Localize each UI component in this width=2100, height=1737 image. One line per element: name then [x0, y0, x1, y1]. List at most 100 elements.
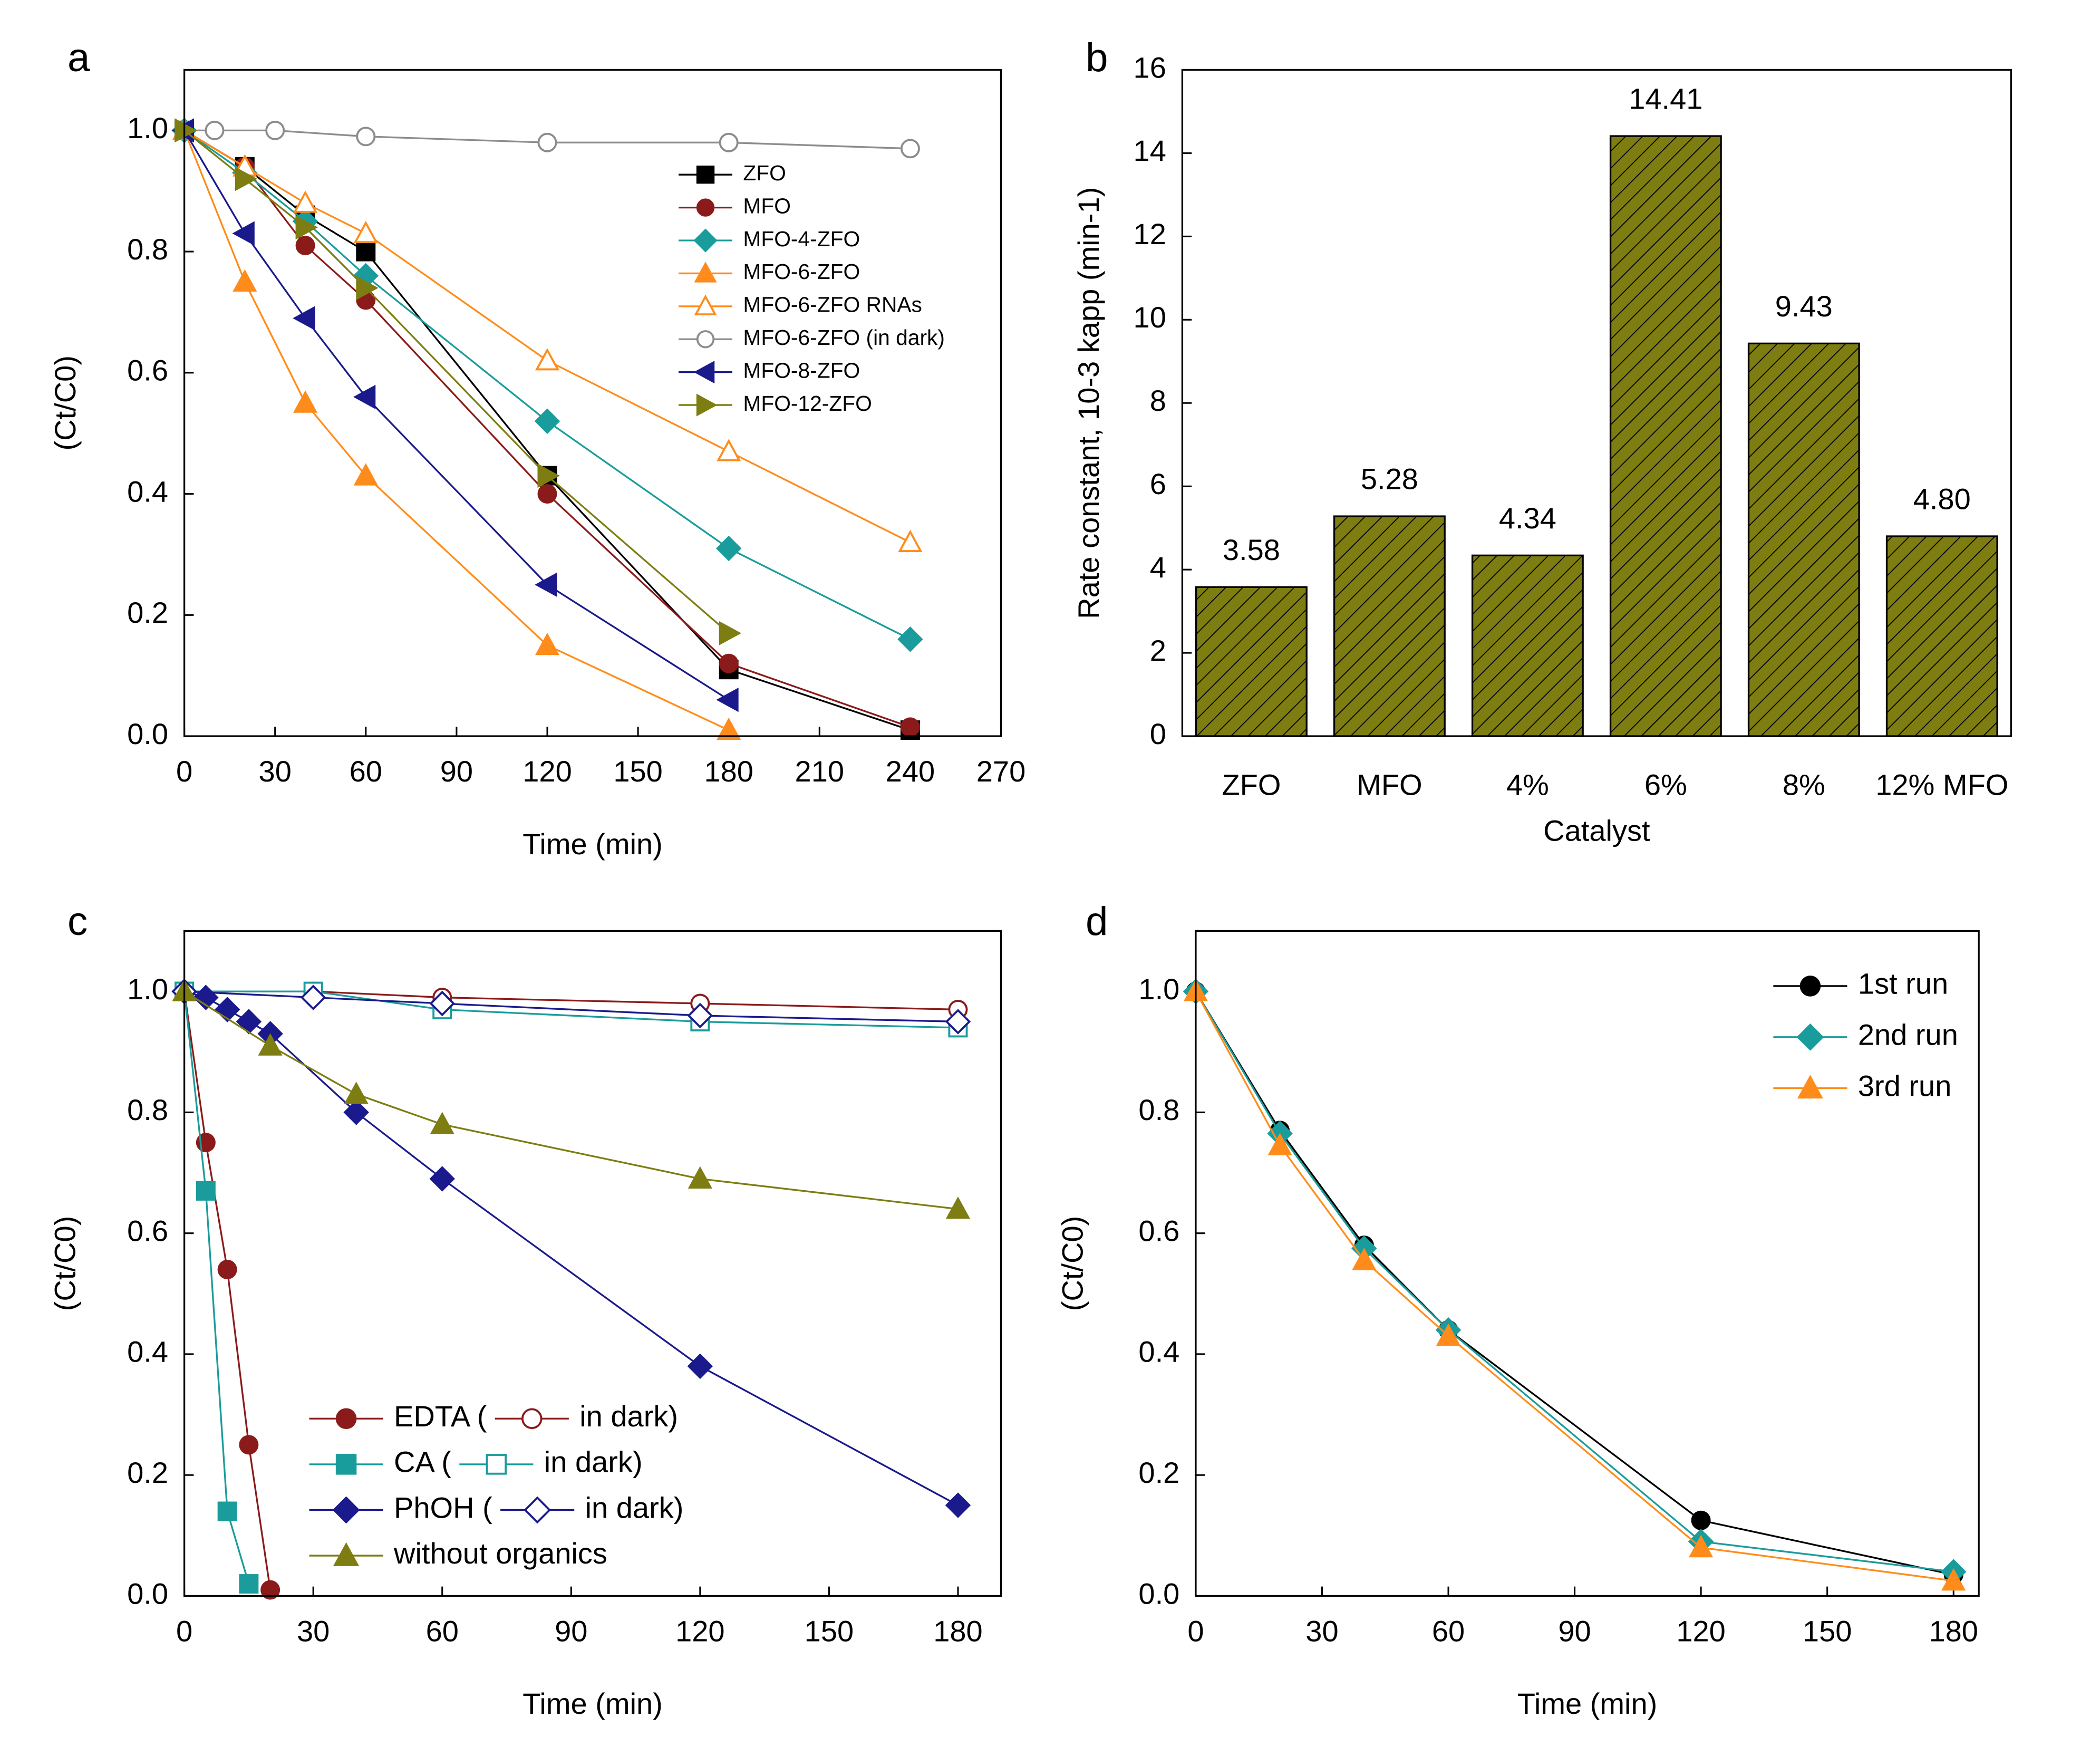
marker	[430, 1112, 454, 1134]
legend-marker	[524, 1496, 551, 1524]
x-axis-label: Time (min)	[522, 1687, 663, 1720]
legend-marker	[335, 1454, 357, 1475]
y-tick-label: 0.2	[127, 596, 168, 629]
x-tick-label: 150	[805, 1615, 854, 1648]
x-tick-label: 8%	[1783, 768, 1825, 802]
x-tick-label: 90	[440, 755, 473, 788]
marker	[945, 1009, 971, 1035]
panel-label: c	[67, 899, 88, 944]
x-tick-label: 12% MFO	[1875, 768, 2008, 802]
legend-label: MFO	[743, 194, 791, 218]
series-line	[184, 990, 959, 1011]
legend-label: PhOH (	[394, 1491, 492, 1524]
marker	[945, 1196, 971, 1219]
legend-label: MFO-8-ZFO	[743, 358, 860, 382]
x-tick-label: 120	[675, 1615, 725, 1648]
y-tick-label: 1.0	[127, 972, 168, 1006]
marker	[356, 275, 379, 301]
marker	[235, 167, 258, 191]
x-tick-label: 60	[426, 1615, 459, 1648]
marker	[356, 127, 376, 147]
legend-marker	[694, 294, 717, 316]
y-tick-label: 8	[1150, 384, 1166, 417]
x-tick-label: 0	[1187, 1615, 1204, 1648]
marker	[897, 626, 923, 652]
legend-marker	[335, 1408, 357, 1429]
x-axis-label: Catalyst	[1543, 814, 1650, 847]
bar-hatch	[1885, 535, 1998, 737]
series-line	[1195, 991, 1954, 1573]
marker	[1941, 1568, 1966, 1591]
legend-label: 1st run	[1858, 967, 1948, 1000]
y-tick-label: 0.0	[1138, 1577, 1179, 1610]
legend-label: in dark)	[544, 1445, 643, 1479]
series-line	[1195, 991, 1954, 1576]
x-tick-label: 4%	[1506, 768, 1549, 802]
marker	[688, 1166, 712, 1189]
y-tick-label: 0.6	[127, 1214, 168, 1247]
value-label: 5.28	[1361, 462, 1418, 496]
marker	[1691, 1510, 1711, 1530]
y-tick-label: 12	[1134, 217, 1166, 250]
marker	[295, 215, 318, 240]
series-line	[183, 130, 730, 701]
marker	[719, 132, 739, 152]
y-tick-label: 16	[1134, 51, 1166, 84]
marker	[344, 1082, 369, 1104]
marker	[717, 717, 741, 740]
legend-label: MFO-6-ZFO RNAs	[743, 293, 922, 317]
y-tick-label: 6	[1150, 467, 1166, 500]
marker	[300, 985, 326, 1010]
legend-marker	[1796, 1023, 1824, 1051]
legend-marker	[693, 361, 715, 384]
y-tick-label: 14	[1134, 134, 1166, 167]
marker	[239, 1574, 259, 1594]
x-tick-label: 30	[259, 755, 292, 788]
marker	[716, 688, 739, 712]
y-tick-label: 0.8	[127, 1093, 168, 1126]
legend-label: without organics	[393, 1537, 607, 1570]
legend-marker	[333, 1542, 360, 1566]
marker	[343, 1099, 369, 1125]
y-tick-label: 0.6	[127, 354, 168, 387]
y-tick-label: 0.4	[127, 1335, 168, 1368]
y-axis-label: (Ct/C0)	[1056, 1216, 1089, 1311]
y-tick-label: 2	[1150, 634, 1166, 667]
marker	[898, 529, 923, 552]
series-line	[183, 991, 250, 1585]
value-label: 4.34	[1499, 501, 1556, 535]
legend-marker	[1799, 976, 1821, 997]
y-tick-label: 0.8	[127, 233, 168, 266]
marker	[265, 120, 285, 140]
marker	[260, 1580, 280, 1600]
bar-hatch	[1609, 135, 1722, 737]
legend-label: 3rd run	[1858, 1069, 1952, 1102]
marker	[719, 653, 739, 673]
plot-frame	[1195, 930, 1980, 1597]
plot-frame	[183, 930, 1002, 1597]
x-axis-label: Time (min)	[1517, 1687, 1658, 1720]
legend-marker	[696, 198, 715, 217]
y-axis-label: (Ct/C0)	[49, 355, 82, 451]
marker	[239, 1435, 259, 1455]
marker	[214, 997, 240, 1022]
x-tick-label: 90	[1558, 1615, 1591, 1648]
value-label: 3.58	[1223, 533, 1280, 566]
legend-marker	[696, 393, 718, 417]
marker	[534, 408, 560, 434]
x-tick-label: 120	[1676, 1615, 1726, 1648]
marker	[537, 132, 557, 152]
legend-label: MFO-4-ZFO	[743, 227, 860, 251]
y-tick-label: 0.4	[1138, 1335, 1179, 1368]
marker	[233, 269, 257, 292]
marker	[353, 220, 378, 244]
marker	[719, 621, 742, 645]
legend-marker	[696, 330, 715, 349]
marker	[295, 236, 315, 256]
y-tick-label: 1.0	[127, 111, 168, 144]
marker	[945, 1492, 971, 1518]
marker	[356, 242, 376, 262]
marker	[1267, 1133, 1292, 1155]
